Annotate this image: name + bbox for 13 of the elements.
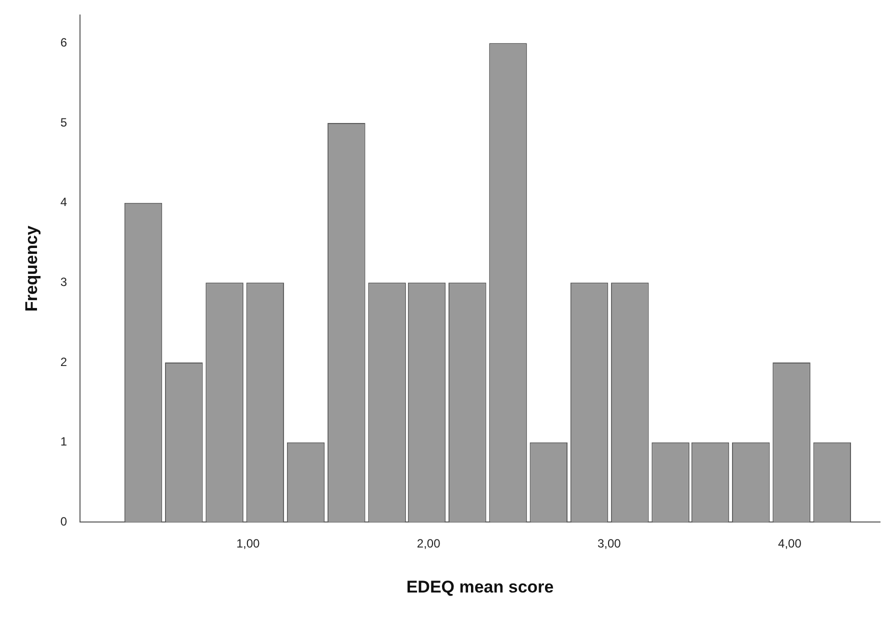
y-tick-label: 6 — [60, 35, 68, 50]
y-axis-title: Frequency — [22, 225, 41, 312]
y-tick-label: 0 — [60, 514, 68, 529]
y-tick-label: 3 — [60, 274, 68, 289]
y-tick-label: 5 — [60, 115, 68, 130]
x-tick-label: 1,00 — [236, 536, 260, 551]
x-tick-label: 2,00 — [416, 536, 441, 551]
x-tick-label: 3,00 — [597, 536, 622, 551]
y-tick-label: 1 — [60, 434, 68, 449]
y-tick-label: 2 — [60, 354, 68, 369]
x-tick-label: 4,00 — [778, 536, 802, 551]
y-tick-label: 4 — [60, 195, 68, 210]
x-axis-title: EDEQ mean score — [406, 577, 554, 596]
